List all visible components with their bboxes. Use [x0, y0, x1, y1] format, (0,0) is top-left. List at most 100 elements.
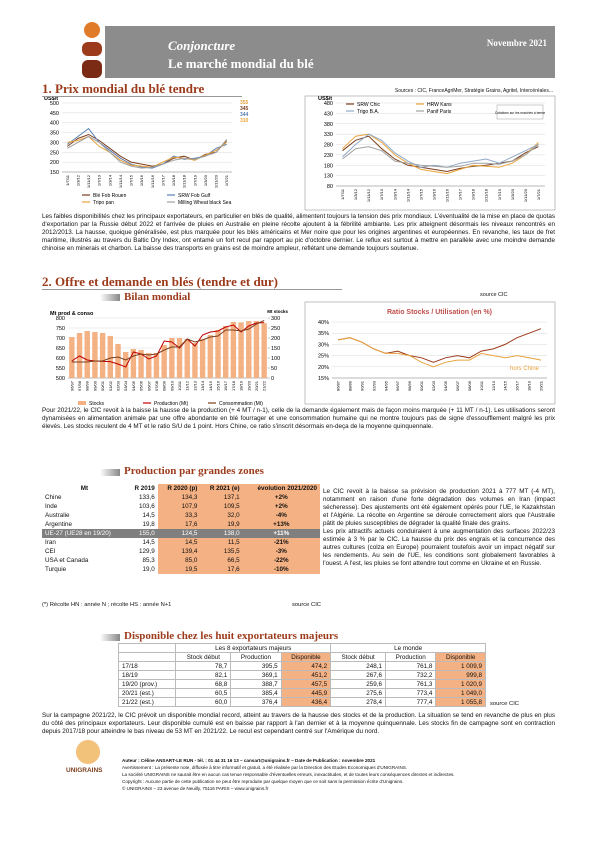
table-cell: UE-27 (UE28 en 19/20) — [42, 529, 127, 538]
section-heading: 2. Offre et demande en blés (tendre et d… — [42, 274, 279, 289]
x-tick-label: 1/3/16 — [431, 188, 436, 200]
y-tick-label: 200 — [50, 160, 59, 166]
bar — [230, 322, 237, 378]
x-tick-label: 94/95 — [383, 380, 388, 391]
legend-label: Panif Paris — [427, 109, 452, 115]
x-tick-label: 18/19 — [239, 380, 244, 391]
y-tick-label: 25% — [318, 354, 329, 360]
table-cell: +2% — [242, 502, 320, 511]
header-cell — [117, 643, 177, 653]
header-band — [105, 26, 555, 78]
table-cell: 1 055,8 — [435, 697, 486, 707]
x-tick-label: 1/7/15 — [418, 188, 423, 200]
bar — [130, 349, 137, 378]
y-tick-label: 500 — [56, 376, 65, 382]
table-cell: 78,7 — [175, 661, 232, 671]
y2-tick-label: 250 — [271, 326, 280, 332]
x-tick-label: 15/16 — [216, 380, 221, 391]
table-cell: 376,4 — [230, 697, 282, 707]
group-cell: Les 8 exportateurs majeurs — [175, 643, 332, 653]
y-tick-label: 250 — [50, 150, 59, 156]
bar — [169, 338, 175, 378]
table-row: Iran 14,5 14,5 11,5 -21% — [42, 538, 320, 547]
x-tick-label: 1/7/21 — [224, 174, 229, 186]
table-cell: 278,4 — [330, 697, 386, 707]
x-tick-label: 96/97 — [69, 380, 74, 391]
y-tick-label: 150 — [50, 170, 59, 176]
table-cell: +2% — [242, 493, 320, 502]
header-cell: Mt — [80, 485, 89, 492]
table-cell: 107,9 — [157, 502, 201, 511]
table-cell: 103,6 — [139, 503, 155, 510]
table-cell: 445,9 — [280, 688, 332, 698]
y-tick-label: 700 — [56, 336, 65, 342]
x-tick-label: 06/07 — [146, 380, 151, 391]
x-tick-label: 97/98 — [77, 380, 82, 391]
table-cell: 999,8 — [435, 670, 486, 680]
table-row: Argentine 19,8 17,6 19,9 +13% — [42, 520, 320, 529]
y2-tick-label: 150 — [271, 346, 280, 352]
table-cell: -4% — [242, 511, 320, 520]
bar — [123, 352, 129, 378]
y-tick-label: 330 — [324, 132, 333, 138]
header-row: Stock début Production Disponible Stock déb… — [117, 652, 486, 662]
header-cell: R 2020 (p) — [157, 484, 201, 493]
y2-tick-label: 300 — [271, 316, 280, 322]
table-cell: 137,1 — [200, 493, 243, 502]
bar — [115, 344, 121, 378]
table-cell: 248,1 — [330, 661, 386, 671]
bar — [199, 339, 206, 378]
table-cell: 369,1 — [230, 670, 282, 680]
y-tick-label: 400 — [50, 121, 59, 127]
footer-line: © UNIGRAINS – 23 avenue de Neuilly, 7511… — [122, 786, 269, 791]
chart-title: Ratio Stocks / Utilisation (en %) — [387, 309, 492, 316]
table-cell: 133,6 — [139, 494, 155, 501]
table-cell: 1 020,9 — [435, 679, 486, 689]
table-cell: 474,2 — [280, 661, 332, 671]
paragraph: Pour 2021/22, le CIC revoit à la baisse … — [42, 407, 555, 430]
table-row: CEI 129,9 139,4 135,5 -3% — [42, 547, 320, 556]
bar — [246, 321, 252, 378]
table-row: Turquie 19,0 19,5 17,6 -10% — [42, 565, 320, 574]
x-tick-label: 05/06 — [139, 380, 144, 391]
table-cell: -3% — [242, 547, 320, 556]
x-tick-label: 1/7/13 — [379, 188, 384, 200]
table-cell: 732,2 — [384, 670, 437, 680]
x-tick-label: 1/7/21 — [536, 188, 541, 200]
y-tick-label: 600 — [56, 356, 65, 362]
table-cell: 451,2 — [280, 670, 332, 680]
y-tick-label: 450 — [50, 111, 59, 117]
logo-shape — [82, 42, 102, 56]
annotation: Cotations sur les marchés à terme — [495, 111, 545, 115]
annotation: 344 — [240, 112, 249, 118]
y-tick-label: 550 — [56, 366, 65, 372]
table-cell: 436,4 — [280, 697, 332, 707]
header-cell — [117, 652, 177, 662]
table-cell: Inde — [45, 503, 58, 510]
x-tick-label: 1/3/14 — [107, 174, 112, 186]
x-tick-label: 02/03 — [431, 380, 436, 391]
y-tick-label: 15% — [318, 376, 329, 382]
x-tick-label: 20/21 — [539, 380, 544, 391]
rule — [42, 96, 242, 97]
x-tick-label: 1/3/18 — [171, 174, 176, 186]
annotation: 345 — [240, 106, 249, 112]
sub-heading: Bilan mondial — [124, 291, 191, 303]
footer-line: Copyright : Aucune partie de cette publi… — [122, 779, 404, 784]
bar — [253, 321, 260, 378]
table-row: UE-27 (UE28 en 19/20) 155,0 124,5 138,0 +11% — [42, 529, 320, 538]
x-tick-label: 1/11/18 — [182, 174, 187, 188]
y2-tick-label: 200 — [271, 336, 280, 342]
table-cell: -21% — [242, 538, 320, 547]
source: source CIC — [490, 701, 519, 707]
table-cell: 11,5 — [200, 538, 243, 547]
x-tick-label: 1/7/17 — [160, 174, 165, 186]
x-tick-label: 1/11/20 — [523, 188, 528, 202]
x-tick-label: 10/11 — [479, 380, 484, 390]
x-tick-label: 18/19 — [527, 380, 532, 391]
x-tick-label: 1/7/19 — [192, 174, 197, 186]
x-tick-label: 1/3/20 — [203, 174, 208, 186]
table-cell: 457,5 — [280, 679, 332, 689]
legend-label: Production (Mt) — [154, 401, 189, 407]
